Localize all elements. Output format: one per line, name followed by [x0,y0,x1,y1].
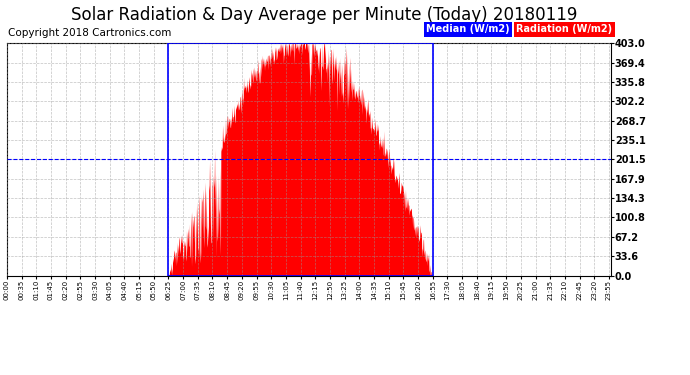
Bar [168,43,433,276]
Text: Median (W/m2): Median (W/m2) [426,24,510,34]
Text: Solar Radiation & Day Average per Minute (Today) 20180119: Solar Radiation & Day Average per Minute… [71,6,578,24]
Text: Radiation (W/m2): Radiation (W/m2) [516,24,612,34]
Text: Copyright 2018 Cartronics.com: Copyright 2018 Cartronics.com [8,28,172,38]
